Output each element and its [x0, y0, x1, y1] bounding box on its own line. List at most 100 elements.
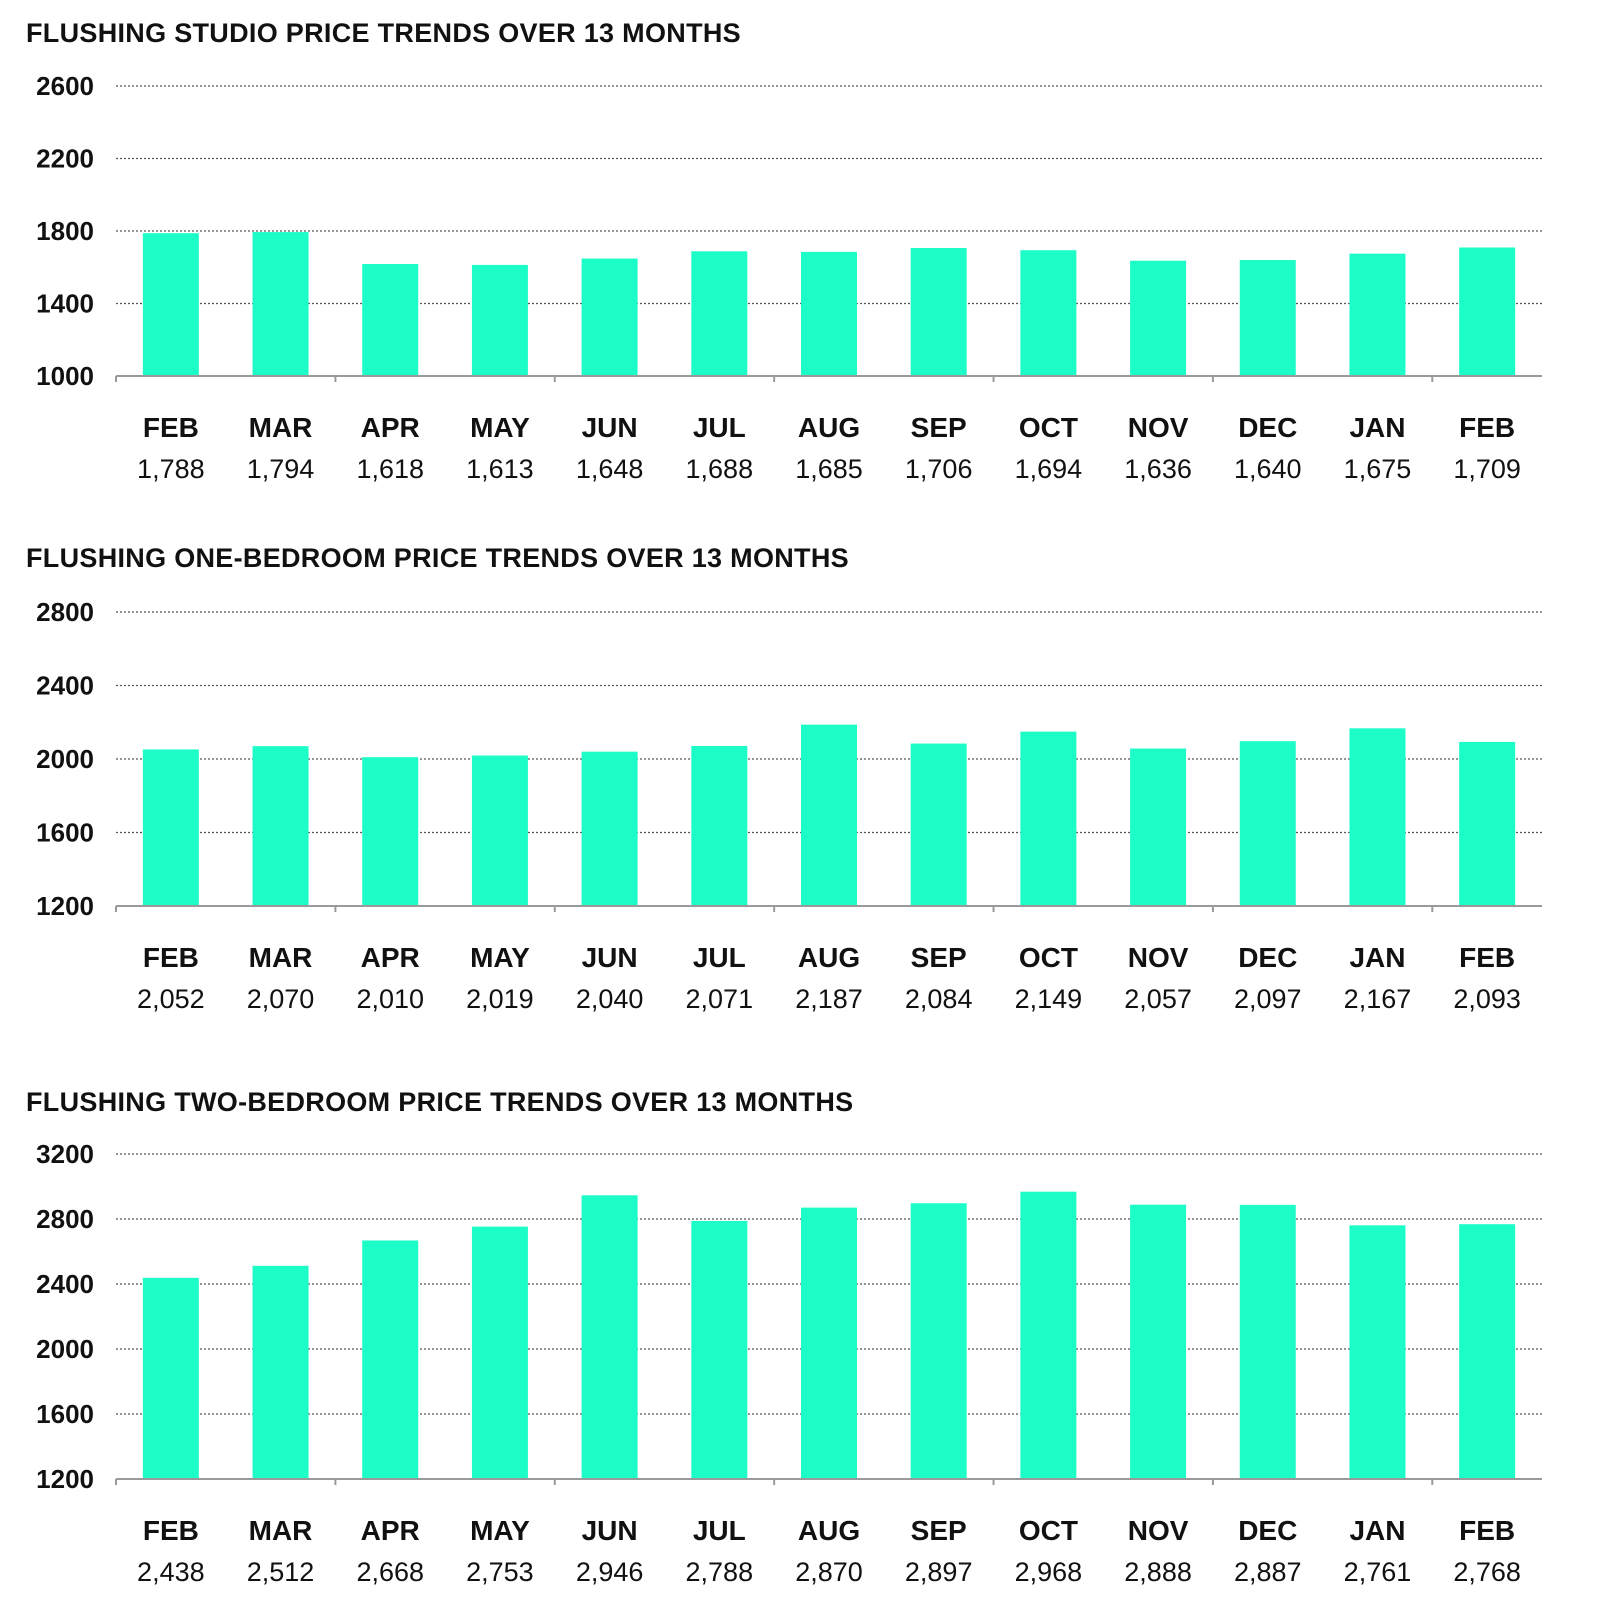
- bar: [581, 751, 638, 906]
- y-tick-label: 2800: [36, 1204, 94, 1234]
- bar: [910, 743, 967, 906]
- x-category-label: JUN: [582, 942, 638, 973]
- bar-value-label: 2,788: [686, 1557, 754, 1587]
- x-category-label: JUN: [582, 412, 638, 443]
- bar-value-label: 1,794: [247, 454, 315, 484]
- bar-value-label: 2,071: [686, 984, 754, 1014]
- bar-value-label: 1,648: [576, 454, 644, 484]
- bar: [252, 1265, 309, 1479]
- bar: [691, 251, 748, 376]
- bar-value-label: 1,685: [795, 454, 863, 484]
- y-tick-label: 2400: [36, 1269, 94, 1299]
- y-tick-label: 2400: [36, 671, 94, 701]
- bar: [471, 264, 528, 376]
- bar-value-label: 2,187: [795, 984, 863, 1014]
- chart-title: FLUSHING ONE-BEDROOM PRICE TRENDS OVER 1…: [26, 543, 849, 573]
- bar: [910, 248, 967, 376]
- bar-value-label: 2,040: [576, 984, 644, 1014]
- x-category-label: FEB: [143, 412, 199, 443]
- bar: [1020, 250, 1077, 376]
- bar: [801, 724, 857, 906]
- x-category-label: JAN: [1349, 1515, 1405, 1546]
- x-category-label: DEC: [1238, 412, 1297, 443]
- bar-value-label: 1,618: [356, 454, 424, 484]
- x-category-label: FEB: [1459, 942, 1515, 973]
- bar: [1130, 260, 1187, 376]
- bar-value-label: 2,753: [466, 1557, 534, 1587]
- bar: [801, 1207, 857, 1479]
- x-category-label: SEP: [911, 942, 967, 973]
- x-category-label: JUL: [693, 412, 746, 443]
- y-tick-label: 1400: [36, 289, 94, 319]
- y-tick-label: 1200: [36, 1464, 94, 1494]
- one-bedroom-bar-chart-svg: 1200 1600 2000 2400 2800 FEB 2,052 MAR 2,070 APR 2…: [36, 597, 1542, 1014]
- x-category-label: MAR: [249, 942, 313, 973]
- bar-value-label: 2,057: [1124, 984, 1192, 1014]
- x-category-label: JUN: [582, 1515, 638, 1546]
- x-category-label: DEC: [1238, 1515, 1297, 1546]
- bar: [1020, 1191, 1077, 1479]
- bar-value-label: 2,438: [137, 1557, 205, 1587]
- x-category-label: NOV: [1128, 942, 1189, 973]
- x-category-label: MAR: [249, 412, 313, 443]
- bar-value-label: 2,968: [1015, 1557, 1083, 1587]
- bar-value-label: 2,093: [1453, 984, 1521, 1014]
- x-category-label: SEP: [911, 1515, 967, 1546]
- x-category-label: DEC: [1238, 942, 1297, 973]
- chart-title: FLUSHING STUDIO PRICE TRENDS OVER 13 MON…: [26, 18, 741, 48]
- bar-value-label: 1,709: [1453, 454, 1521, 484]
- bar-value-label: 2,888: [1124, 1557, 1192, 1587]
- x-category-label: FEB: [1459, 412, 1515, 443]
- bar-value-label: 1,675: [1344, 454, 1412, 484]
- bar: [691, 1220, 748, 1479]
- one-bedroom-price-chart: FLUSHING ONE-BEDROOM PRICE TRENDS OVER 1…: [0, 543, 1600, 1033]
- x-category-label: NOV: [1128, 412, 1189, 443]
- y-tick-label: 2000: [36, 1334, 94, 1364]
- bar: [1130, 748, 1187, 906]
- bar-value-label: 2,097: [1234, 984, 1302, 1014]
- bar: [252, 746, 309, 906]
- bar: [362, 263, 419, 376]
- bar: [910, 1203, 967, 1479]
- x-category-label: NOV: [1128, 1515, 1189, 1546]
- bar: [1349, 253, 1406, 376]
- bar-value-label: 2,768: [1453, 1557, 1521, 1587]
- bar: [581, 1195, 638, 1479]
- x-category-label: OCT: [1019, 942, 1078, 973]
- bar-value-label: 2,167: [1344, 984, 1412, 1014]
- bar: [1130, 1204, 1187, 1479]
- bar: [691, 745, 748, 906]
- bar: [362, 757, 419, 906]
- bar: [142, 1277, 199, 1479]
- y-tick-label: 2600: [36, 71, 94, 101]
- bar-value-label: 2,946: [576, 1557, 644, 1587]
- bar: [252, 232, 309, 376]
- x-category-label: SEP: [911, 412, 967, 443]
- bar: [801, 251, 857, 376]
- bar: [1459, 1224, 1516, 1479]
- x-category-label: FEB: [143, 942, 199, 973]
- bar-value-label: 2,668: [356, 1557, 424, 1587]
- bar-value-label: 1,788: [137, 454, 205, 484]
- y-tick-label: 3200: [36, 1139, 94, 1169]
- bar-value-label: 2,149: [1015, 984, 1083, 1014]
- bar-value-label: 2,897: [905, 1557, 973, 1587]
- x-category-label: FEB: [143, 1515, 199, 1546]
- bar-value-label: 1,694: [1015, 454, 1083, 484]
- x-category-label: APR: [361, 1515, 420, 1546]
- bar: [142, 233, 199, 376]
- bar-value-label: 1,640: [1234, 454, 1302, 484]
- bar-value-label: 2,010: [356, 984, 424, 1014]
- bar: [581, 258, 638, 376]
- y-tick-label: 1800: [36, 216, 94, 246]
- bar-value-label: 2,887: [1234, 1557, 1302, 1587]
- x-category-label: AUG: [798, 942, 860, 973]
- x-category-label: JAN: [1349, 942, 1405, 973]
- bar: [1020, 731, 1077, 906]
- y-tick-label: 2800: [36, 597, 94, 627]
- bar: [1239, 1204, 1296, 1479]
- bar: [362, 1240, 419, 1479]
- bar: [1349, 728, 1406, 906]
- x-category-label: MAY: [470, 412, 530, 443]
- bar: [142, 749, 199, 906]
